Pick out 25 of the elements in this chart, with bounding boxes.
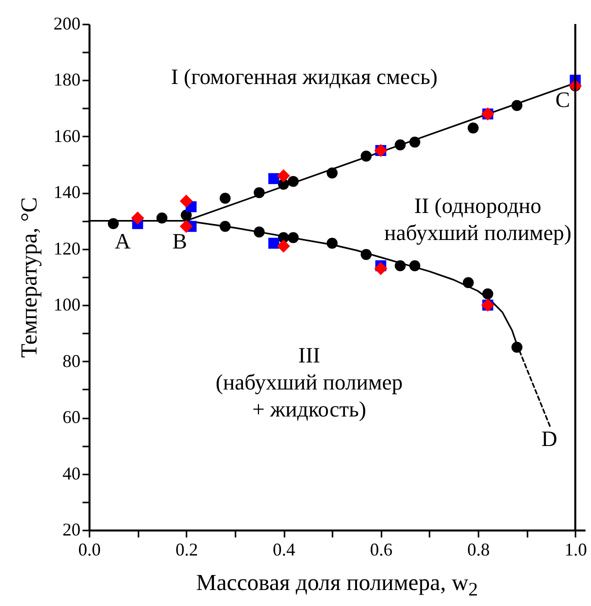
y-tick-label: 140: [54, 182, 80, 202]
annotation: II (однородно набухший полимер): [384, 193, 572, 246]
y-tick-label: 60: [62, 407, 80, 428]
y-tick-label: 80: [62, 350, 80, 371]
x-tick-label: 0.0: [78, 540, 101, 560]
y-tick-label: 160: [54, 126, 80, 146]
y-tick-label: 40: [62, 463, 80, 484]
y-tick-label: 180: [54, 70, 80, 90]
x-tick-label: 0.8: [467, 540, 490, 560]
annotation: B: [172, 228, 188, 254]
annotation: D: [541, 426, 558, 451]
annotation: III (набухший полимер + жидкость): [216, 342, 403, 422]
y-tick-label: 120: [54, 238, 80, 258]
x-tick-label: 1.0: [564, 540, 588, 560]
annotation: I (гомогенная жидкая смесь): [170, 64, 438, 90]
x-tick-label: 0.2: [176, 540, 198, 560]
y-tick-label: 200: [54, 14, 80, 34]
annotation: C: [555, 86, 570, 112]
y-tick-label: 100: [54, 294, 80, 315]
y-axis-title: Температура, °C: [16, 197, 42, 358]
annotation: A: [114, 228, 131, 254]
x-tick-label: 0.4: [272, 540, 296, 560]
x-axis-title: Массовая доля полимера, w$_{2}$: [195, 570, 479, 602]
x-tick-label: 0.6: [370, 540, 393, 560]
y-tick-label: 20: [62, 520, 80, 540]
